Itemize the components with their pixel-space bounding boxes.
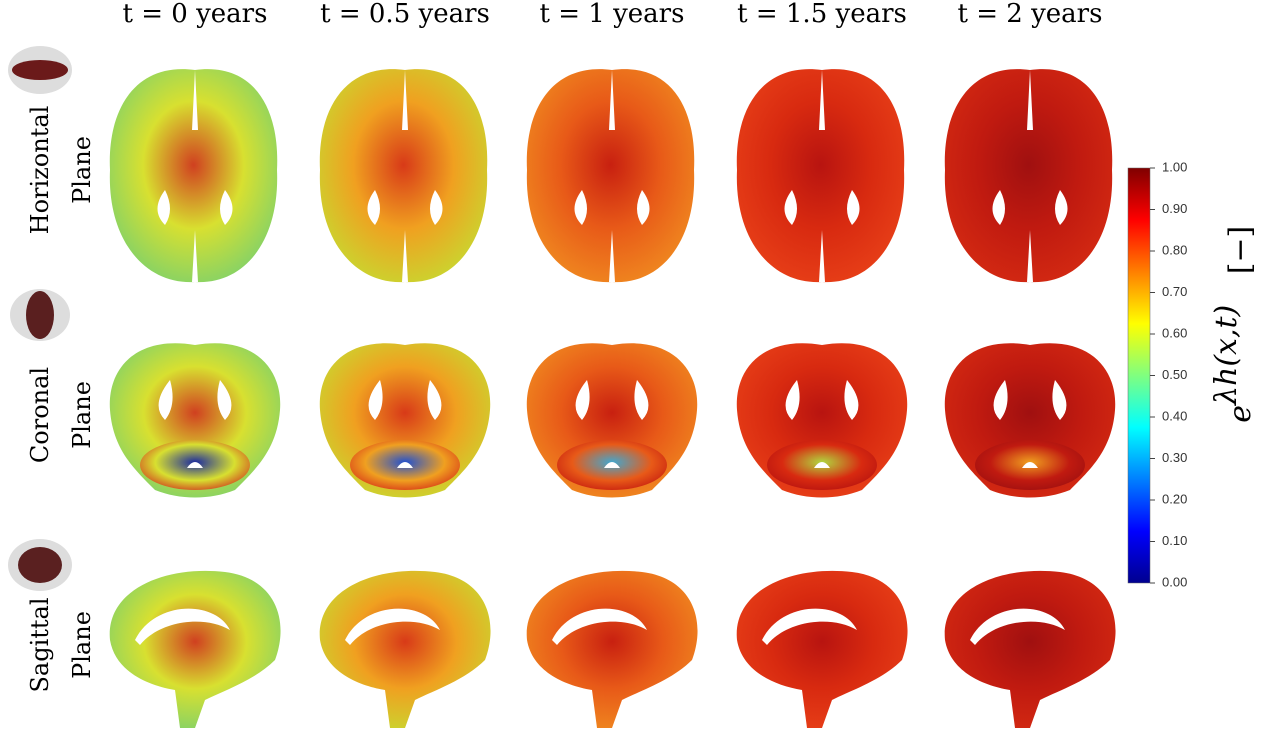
tick-label: 0.20 <box>1162 491 1187 506</box>
tick-label: 0.90 <box>1162 201 1187 216</box>
column-header: t = 0 years <box>123 0 268 29</box>
ventricle <box>574 70 650 282</box>
ventricle <box>762 608 857 645</box>
tick-label: 0.80 <box>1162 242 1187 257</box>
tick-label: 0.00 <box>1162 574 1187 589</box>
thumbnail-slice <box>18 547 62 583</box>
sagittal-slice <box>736 570 908 728</box>
sagittal-slice <box>109 570 281 728</box>
ventricle <box>992 70 1068 282</box>
ventricle <box>784 70 860 282</box>
row-label: Sagittal <box>26 597 54 692</box>
row-label: Plane <box>68 381 96 449</box>
ventricle <box>345 608 440 645</box>
ventricle <box>785 380 859 468</box>
row-label: Coronal <box>26 367 54 463</box>
tick-label: 0.60 <box>1162 325 1187 340</box>
horizontal-slice <box>109 69 278 283</box>
horizontal-slice <box>736 69 905 283</box>
horizontal-slice <box>319 69 488 283</box>
ventricle <box>552 608 647 645</box>
tick-label: 0.30 <box>1162 450 1187 465</box>
ventricle <box>158 380 232 468</box>
column-header: t = 0.5 years <box>320 0 490 29</box>
column-header: t = 1 years <box>540 0 685 29</box>
label-unit: [−] <box>1223 226 1258 275</box>
ventricle <box>367 70 443 282</box>
tick-label: 0.50 <box>1162 367 1187 382</box>
row-label: Plane <box>68 611 96 679</box>
ventricle <box>575 380 649 468</box>
ventricle <box>157 70 233 282</box>
column-header: t = 2 years <box>958 0 1103 29</box>
thumbnail-slice <box>26 291 54 339</box>
sagittal-slice <box>319 570 491 728</box>
horizontal-slice <box>944 69 1113 283</box>
tick-label: 0.70 <box>1162 284 1187 299</box>
row-label: Plane <box>68 136 96 204</box>
thumbnail-slice <box>12 60 68 80</box>
column-header: t = 1.5 years <box>737 0 907 29</box>
row-label: Horizontal <box>26 106 54 235</box>
thumbnails <box>8 46 72 591</box>
ventricle <box>993 380 1067 468</box>
colorbar <box>1127 167 1151 584</box>
colorbar-label: e λh(x,t) [−] <box>1209 226 1258 423</box>
tick-label: 1.00 <box>1162 159 1187 174</box>
ventricle <box>970 608 1065 645</box>
sagittal-slice <box>526 570 698 728</box>
tick-label: 0.40 <box>1162 408 1187 423</box>
label-exponent: λh(x,t) <box>1209 305 1244 406</box>
ventricle <box>135 608 230 645</box>
label-base: e <box>1223 405 1258 423</box>
ventricle <box>368 380 442 468</box>
horizontal-slice <box>526 69 695 283</box>
tick-label: 0.10 <box>1162 533 1187 548</box>
sagittal-slice <box>944 570 1116 728</box>
